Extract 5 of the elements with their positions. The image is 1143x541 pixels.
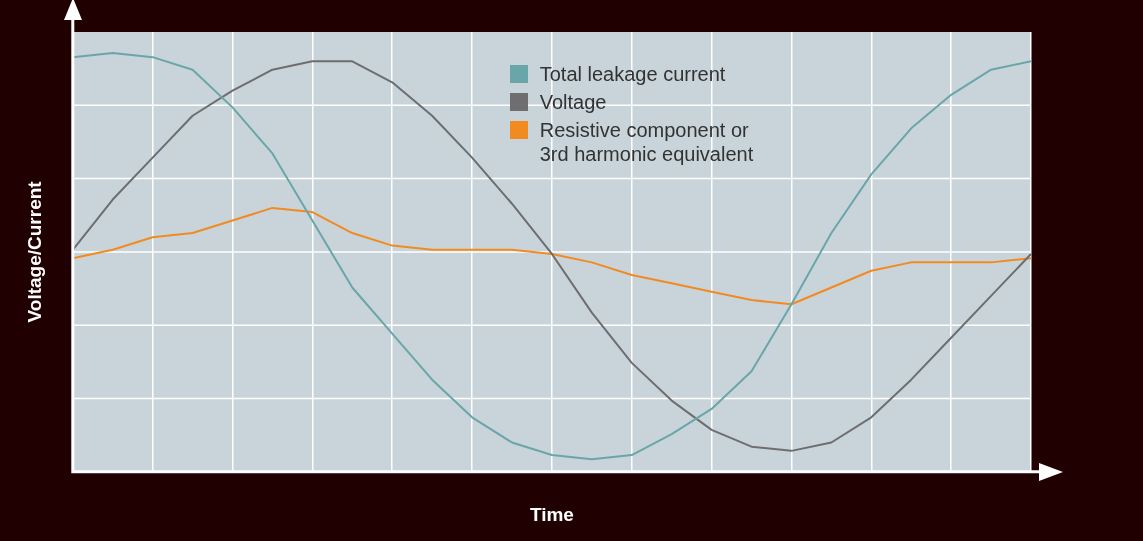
legend-label: Voltage (539, 90, 607, 114)
x-axis-title: Time (529, 503, 574, 525)
y-axis-title: Voltage/Current (23, 180, 45, 323)
legend-label: Resistive component or 3rd harmonic equivalent (539, 118, 755, 166)
legend-label: Total leakage current (539, 62, 726, 86)
